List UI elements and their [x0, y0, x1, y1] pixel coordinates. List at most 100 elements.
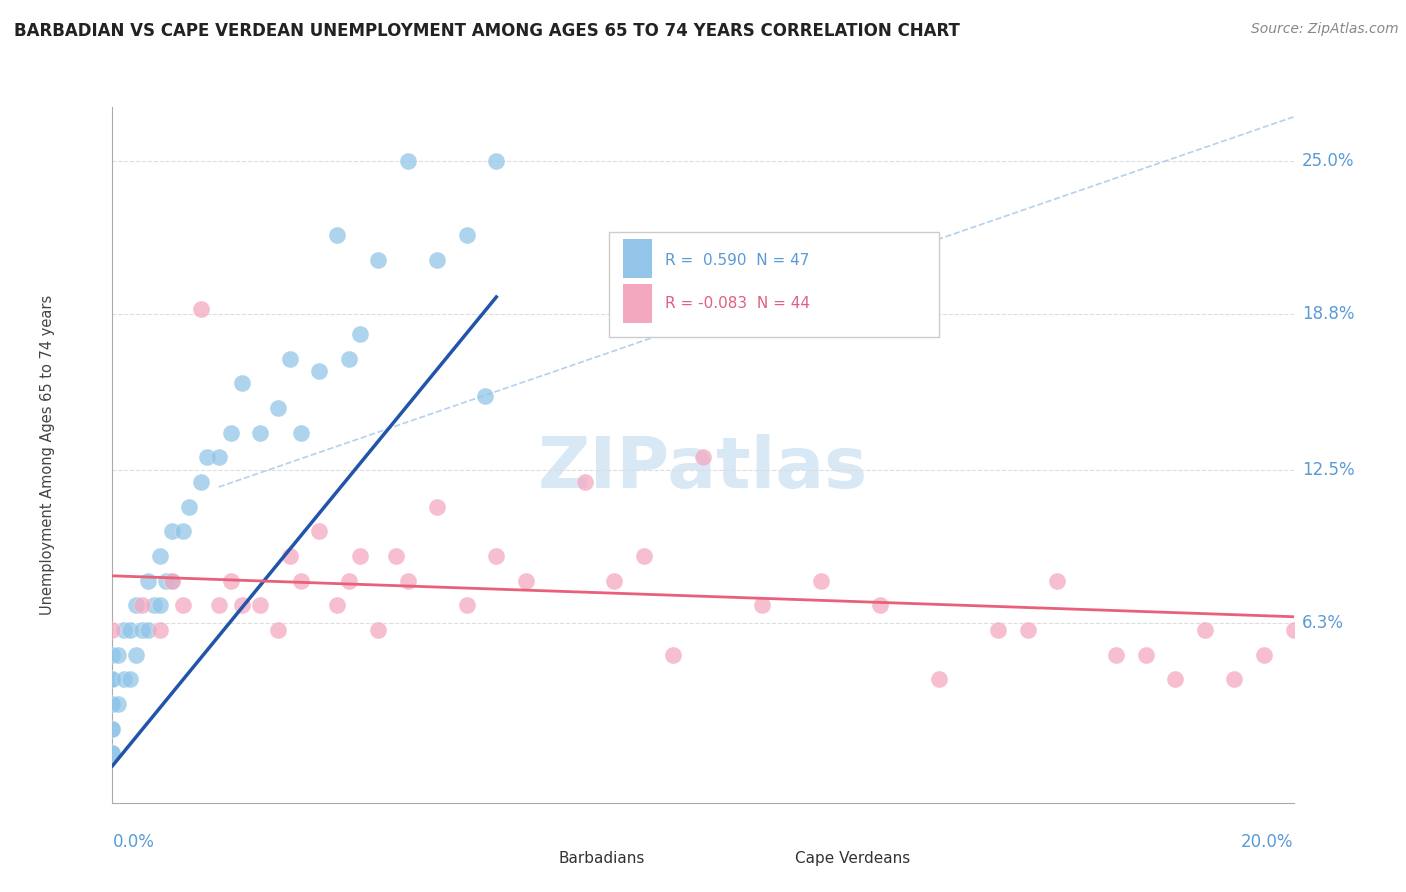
Point: [367, 623, 389, 637]
Point: [1223, 673, 1246, 687]
Point: [160, 524, 183, 539]
Point: [155, 574, 177, 588]
Point: [172, 599, 194, 613]
Point: [249, 599, 271, 613]
Point: [326, 228, 349, 243]
Point: [456, 228, 478, 243]
Point: [190, 475, 212, 489]
Point: [1135, 648, 1157, 662]
Point: [112, 673, 135, 687]
Point: [396, 574, 419, 588]
FancyBboxPatch shape: [515, 846, 550, 874]
Point: [396, 154, 419, 169]
Text: ZIPatlas: ZIPatlas: [538, 434, 868, 503]
Point: [751, 599, 773, 613]
Point: [101, 747, 124, 761]
Text: 25.0%: 25.0%: [1302, 153, 1354, 170]
Point: [367, 252, 389, 267]
Point: [125, 599, 148, 613]
Text: R =  0.590  N = 47: R = 0.590 N = 47: [665, 252, 810, 268]
Point: [149, 549, 172, 563]
Point: [149, 599, 172, 613]
Point: [131, 599, 153, 613]
Point: [1194, 623, 1216, 637]
Point: [149, 623, 172, 637]
Point: [101, 722, 124, 736]
Point: [101, 623, 124, 637]
Point: [131, 623, 153, 637]
Point: [125, 648, 148, 662]
Point: [987, 623, 1010, 637]
Point: [208, 599, 231, 613]
Text: Source: ZipAtlas.com: Source: ZipAtlas.com: [1251, 22, 1399, 37]
Text: 6.3%: 6.3%: [1302, 614, 1344, 632]
Point: [107, 648, 129, 662]
Point: [290, 425, 312, 440]
Point: [267, 401, 290, 415]
Point: [195, 450, 218, 465]
Point: [142, 599, 165, 613]
Text: BARBADIAN VS CAPE VERDEAN UNEMPLOYMENT AMONG AGES 65 TO 74 YEARS CORRELATION CHA: BARBADIAN VS CAPE VERDEAN UNEMPLOYMENT A…: [14, 22, 960, 40]
Text: 0.0%: 0.0%: [112, 833, 155, 851]
Point: [603, 574, 626, 588]
Point: [101, 697, 124, 711]
Point: [112, 623, 135, 637]
Text: 18.8%: 18.8%: [1302, 305, 1354, 323]
Point: [1164, 673, 1187, 687]
Point: [337, 574, 360, 588]
Point: [1312, 648, 1334, 662]
Point: [190, 302, 212, 317]
Point: [1253, 648, 1275, 662]
Point: [1105, 648, 1128, 662]
Text: 12.5%: 12.5%: [1302, 461, 1354, 479]
Point: [208, 450, 231, 465]
Point: [219, 425, 242, 440]
Point: [101, 673, 124, 687]
Point: [349, 326, 371, 341]
Point: [308, 524, 330, 539]
Point: [101, 648, 124, 662]
Point: [249, 425, 271, 440]
Point: [160, 574, 183, 588]
FancyBboxPatch shape: [623, 239, 652, 277]
Point: [633, 549, 655, 563]
Point: [326, 599, 349, 613]
Point: [219, 574, 242, 588]
Point: [107, 697, 129, 711]
Point: [485, 549, 508, 563]
Point: [1046, 574, 1069, 588]
Point: [136, 574, 159, 588]
Text: R = -0.083  N = 44: R = -0.083 N = 44: [665, 296, 810, 311]
Point: [172, 524, 194, 539]
Point: [426, 500, 449, 514]
Point: [308, 364, 330, 378]
Point: [928, 673, 950, 687]
Point: [1282, 623, 1305, 637]
FancyBboxPatch shape: [623, 285, 652, 323]
Text: Cape Verdeans: Cape Verdeans: [796, 851, 910, 866]
Point: [101, 722, 124, 736]
Point: [662, 648, 685, 662]
Point: [101, 697, 124, 711]
Point: [426, 252, 449, 267]
FancyBboxPatch shape: [751, 846, 786, 874]
Point: [1017, 623, 1039, 637]
Point: [160, 574, 183, 588]
Point: [120, 673, 142, 687]
Point: [349, 549, 371, 563]
Text: Barbadians: Barbadians: [560, 851, 645, 866]
Point: [278, 549, 301, 563]
Point: [385, 549, 408, 563]
Point: [574, 475, 596, 489]
Point: [692, 450, 714, 465]
Point: [136, 623, 159, 637]
Point: [120, 623, 142, 637]
Point: [456, 599, 478, 613]
Point: [810, 574, 832, 588]
Point: [231, 599, 253, 613]
Point: [474, 389, 496, 403]
Point: [337, 351, 360, 366]
Point: [515, 574, 537, 588]
Point: [267, 623, 290, 637]
Point: [231, 376, 253, 391]
